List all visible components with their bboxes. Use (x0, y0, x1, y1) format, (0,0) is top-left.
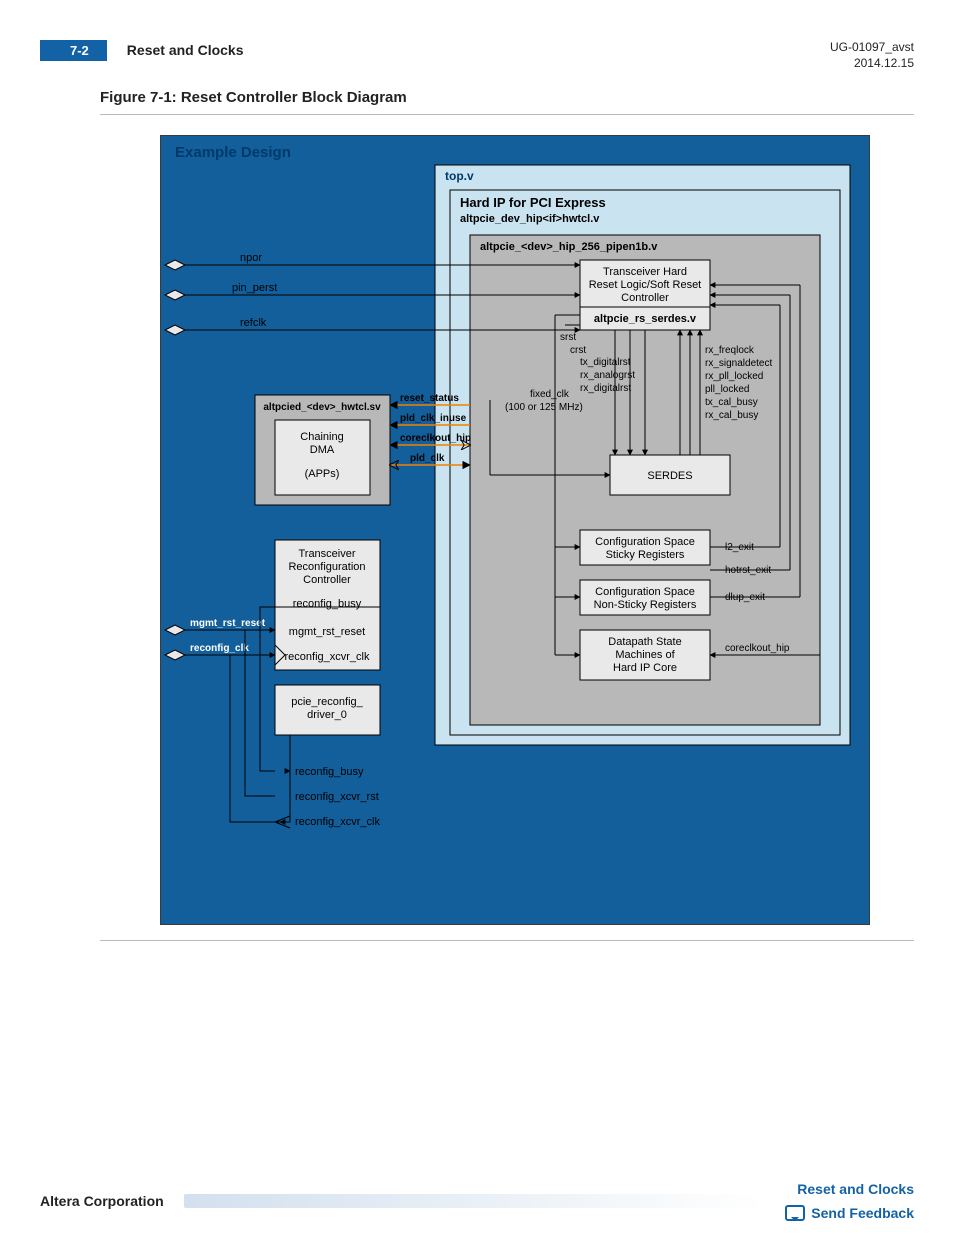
send-feedback-link[interactable]: Send Feedback (811, 1205, 914, 1221)
svg-text:(100 or 125 MHz): (100 or 125 MHz) (505, 402, 583, 413)
svg-text:coreclkout_hip: coreclkout_hip (725, 643, 790, 654)
svg-text:altpcie_rs_serdes.v: altpcie_rs_serdes.v (594, 313, 697, 325)
svg-text:Configuration Space: Configuration Space (595, 536, 695, 548)
svg-text:Sticky Registers: Sticky Registers (606, 549, 685, 561)
svg-text:dlup_exit: dlup_exit (725, 592, 765, 603)
svg-text:mgmt_rst_reset: mgmt_rst_reset (289, 626, 365, 638)
svg-text:pld_clk_inuse: pld_clk_inuse (400, 413, 467, 424)
svg-text:reconfig_busy: reconfig_busy (293, 598, 362, 610)
svg-text:SERDES: SERDES (647, 470, 692, 482)
svg-text:altpcied_<dev>_hwtcl.sv: altpcied_<dev>_hwtcl.sv (263, 402, 381, 413)
svg-text:reconfig_busy: reconfig_busy (295, 766, 364, 778)
footer-links: Reset and Clocks Send Feedback (785, 1181, 914, 1221)
svg-text:reconfig_xcvr_clk: reconfig_xcvr_clk (285, 651, 370, 663)
svg-text:Hard IP for PCI Express: Hard IP for PCI Express (460, 195, 606, 210)
svg-text:rx_pll_locked: rx_pll_locked (705, 371, 763, 382)
svg-text:reconfig_xcvr_rst: reconfig_xcvr_rst (295, 791, 379, 803)
svg-text:Controller: Controller (621, 292, 669, 304)
svg-text:npor: npor (240, 252, 262, 264)
svg-text:Chaining: Chaining (300, 431, 343, 443)
svg-text:Reconfiguration: Reconfiguration (288, 561, 365, 573)
svg-text:rx_analogrst: rx_analogrst (580, 370, 635, 381)
svg-text:rx_freqlock: rx_freqlock (705, 345, 755, 356)
svg-text:rx_cal_busy: rx_cal_busy (705, 410, 758, 421)
svg-text:DMA: DMA (310, 444, 335, 456)
svg-text:l2_exit: l2_exit (725, 542, 754, 553)
svg-text:Example Design: Example Design (175, 144, 291, 161)
svg-text:reconfig_xcvr_clk: reconfig_xcvr_clk (295, 816, 380, 828)
svg-text:rx_signaldetect: rx_signaldetect (705, 358, 772, 369)
page-header: 7-2 Reset and Clocks UG-01097_avst 2014.… (40, 40, 914, 71)
svg-text:Datapath State: Datapath State (608, 636, 681, 648)
document-id: UG-01097_avst 2014.12.15 (830, 40, 914, 71)
svg-text:rx_digitalrst: rx_digitalrst (580, 383, 631, 394)
svg-text:Hard IP Core: Hard IP Core (613, 662, 677, 674)
svg-text:refclk: refclk (240, 317, 267, 329)
page-footer: Altera Corporation Reset and Clocks Send… (0, 1181, 954, 1251)
svg-text:fixed_clk: fixed_clk (530, 389, 570, 400)
svg-text:Machines of: Machines of (615, 649, 675, 661)
rule-top (100, 114, 914, 115)
document-page: 7-2 Reset and Clocks UG-01097_avst 2014.… (0, 0, 954, 961)
svg-text:pld_clk: pld_clk (410, 453, 445, 464)
svg-text:Reset Logic/Soft Reset: Reset Logic/Soft Reset (589, 279, 702, 291)
svg-text:tx_cal_busy: tx_cal_busy (705, 397, 758, 408)
footer-gradient-bar (184, 1194, 766, 1208)
block-diagram: Example Design top.v Hard IP for PCI Exp… (160, 135, 914, 925)
svg-text:reset_status: reset_status (400, 393, 459, 404)
svg-text:Transceiver Hard: Transceiver Hard (603, 266, 687, 278)
svg-text:crst: crst (570, 345, 586, 356)
svg-text:Controller: Controller (303, 574, 351, 586)
doc-id-code: UG-01097_avst (830, 40, 914, 56)
page-number: 7-2 (40, 40, 107, 61)
svg-text:reconfig_clk: reconfig_clk (190, 643, 249, 654)
svg-text:coreclkout_hip: coreclkout_hip (400, 433, 471, 444)
reset-and-clocks-link[interactable]: Reset and Clocks (785, 1181, 914, 1197)
svg-text:tx_digitalrst: tx_digitalrst (580, 357, 631, 368)
svg-text:srst: srst (560, 332, 576, 343)
svg-text:driver_0: driver_0 (307, 709, 347, 721)
svg-text:(APPs): (APPs) (305, 468, 340, 480)
svg-text:altpcie_dev_hip<if>hwtcl.v: altpcie_dev_hip<if>hwtcl.v (460, 213, 600, 225)
svg-text:Configuration Space: Configuration Space (595, 586, 695, 598)
corporation-name: Altera Corporation (40, 1193, 164, 1209)
doc-date: 2014.12.15 (830, 56, 914, 72)
svg-text:pcie_reconfig_: pcie_reconfig_ (291, 696, 363, 708)
rule-bottom (100, 940, 914, 941)
svg-text:top.v: top.v (445, 169, 474, 183)
section-title: Reset and Clocks (127, 40, 244, 58)
svg-text:pin_perst: pin_perst (232, 282, 277, 294)
svg-text:Non-Sticky Registers: Non-Sticky Registers (594, 599, 697, 611)
feedback-icon[interactable] (785, 1205, 805, 1221)
svg-text:mgmt_rst_reset: mgmt_rst_reset (190, 618, 266, 629)
svg-text:hotrst_exit: hotrst_exit (725, 565, 771, 576)
svg-text:altpcie_<dev>_hip_256_pipen1b.: altpcie_<dev>_hip_256_pipen1b.v (480, 241, 658, 253)
figure-title: Figure 7-1: Reset Controller Block Diagr… (100, 89, 914, 106)
svg-text:Transceiver: Transceiver (298, 548, 355, 560)
svg-text:pll_locked: pll_locked (705, 384, 749, 395)
